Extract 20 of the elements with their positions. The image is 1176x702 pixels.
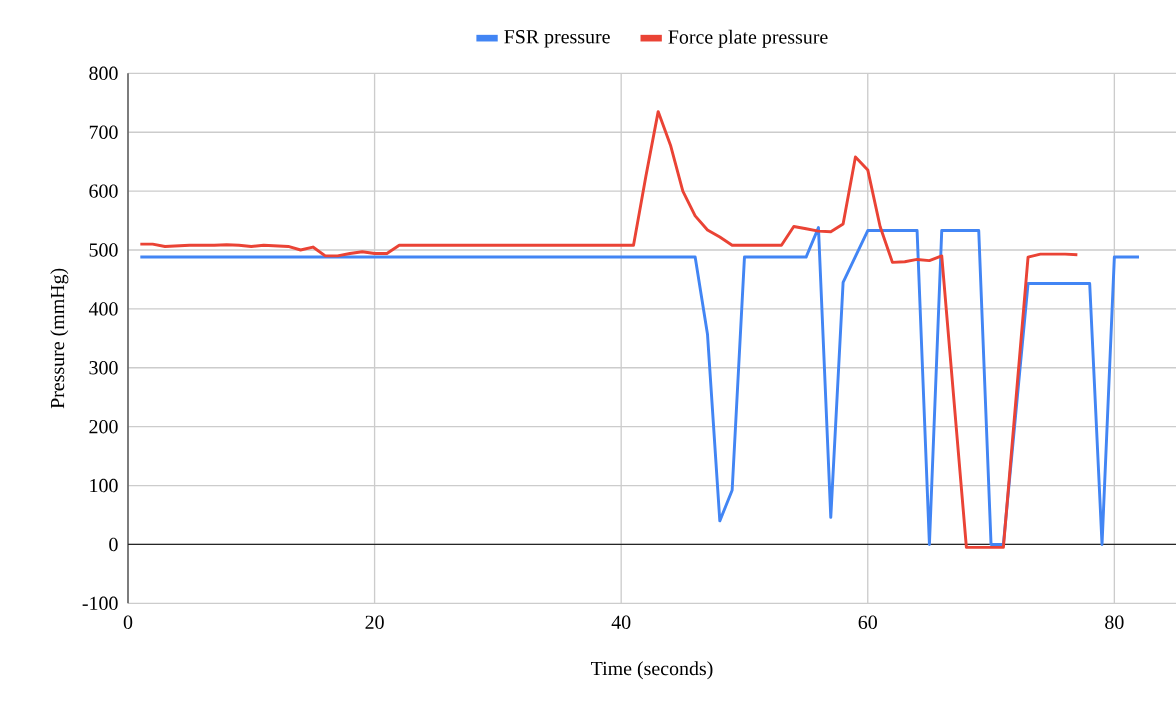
line-series: [138, 226, 1141, 546]
x-tick-label: 40: [611, 615, 631, 630]
y-tick-label: 500: [89, 243, 118, 257]
y-tick-label: 0: [109, 537, 118, 552]
y-tick-label: 300: [89, 361, 118, 375]
x-tick-label: 60: [858, 615, 877, 630]
y-tick-label: 100: [90, 478, 118, 493]
y-axis-title: Pressure (mmHg): [50, 268, 69, 409]
y-tick-label: 400: [88, 302, 118, 316]
y-tick-label: 600: [89, 184, 118, 198]
x-tick-label: 80: [1105, 615, 1124, 630]
y-tick-label: 800: [89, 66, 118, 81]
x-tick-label: 20: [365, 615, 384, 630]
y-tick-label: 700: [89, 125, 118, 139]
x-axis-title: Time (seconds): [591, 661, 713, 680]
legend-label: Force plate pressure: [668, 29, 828, 48]
y-tick-label: 200: [89, 419, 118, 434]
legend-label: FSR pressure: [504, 30, 610, 48]
y-tick-label: -100: [82, 596, 118, 611]
x-tick-label: 0: [123, 615, 133, 630]
